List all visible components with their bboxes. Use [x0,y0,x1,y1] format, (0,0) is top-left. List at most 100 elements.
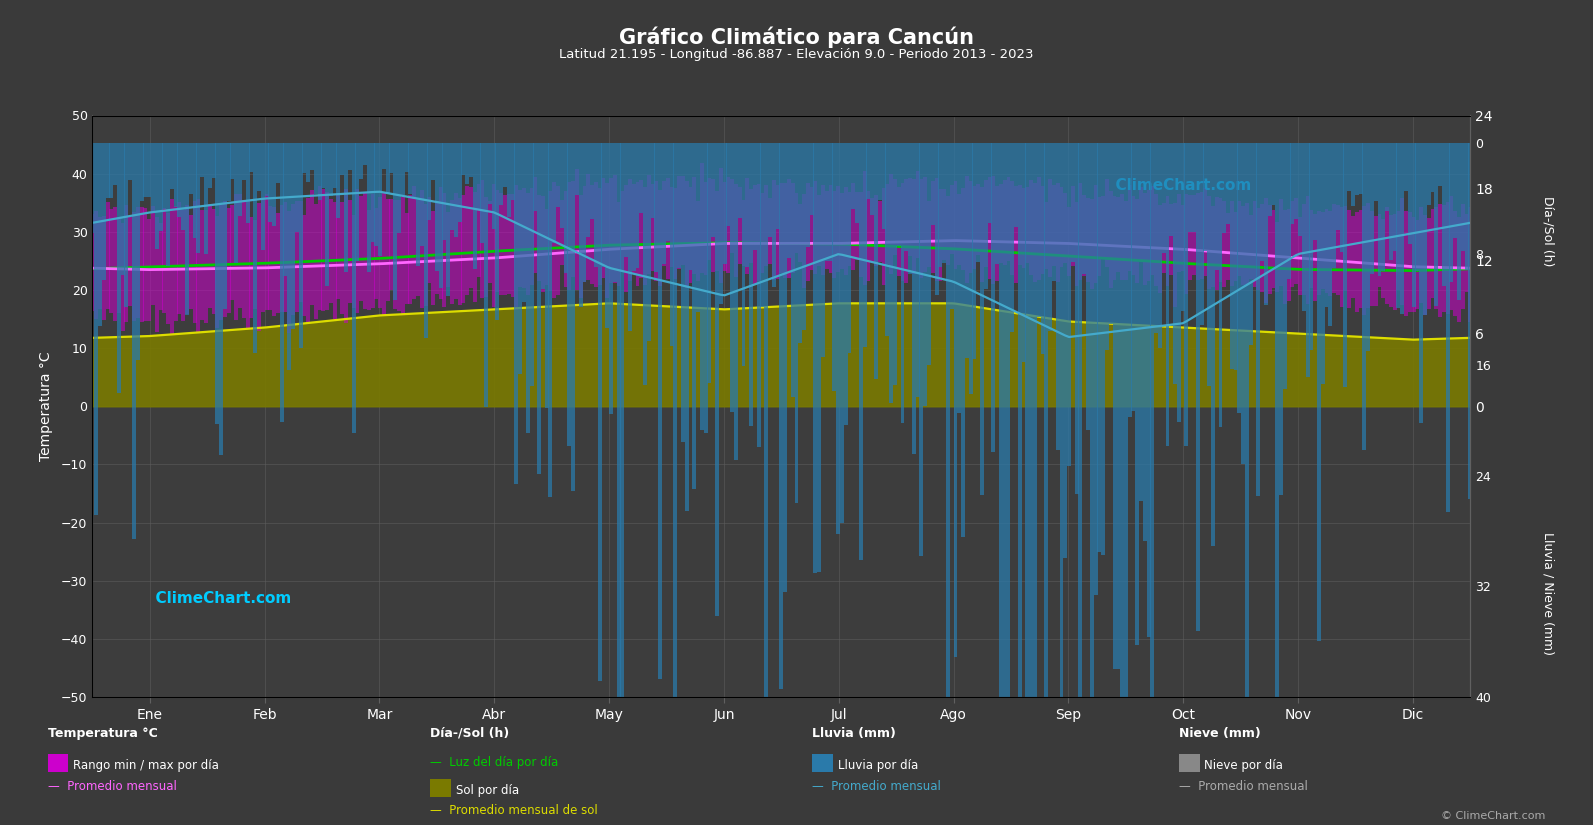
Bar [1131,196,1136,275]
Bar [99,144,102,326]
Bar [1082,196,1086,276]
Bar [564,144,567,273]
Bar [1059,144,1064,825]
Bar [166,144,170,266]
Bar [1078,144,1082,825]
Bar [1260,144,1265,261]
Text: © ClimeChart.com: © ClimeChart.com [1440,811,1545,821]
Bar [624,144,628,257]
Bar [1317,211,1321,295]
Bar [688,187,693,283]
Bar [1109,144,1112,323]
Bar [333,202,336,318]
Bar [999,184,1004,263]
Bar [1317,144,1321,641]
Bar [1166,196,1169,286]
Bar [765,185,768,266]
Bar [276,213,280,313]
Bar [389,199,393,290]
Bar [465,186,470,295]
Bar [753,185,757,284]
Bar [1067,144,1070,466]
Bar [647,175,652,275]
Bar [984,180,988,266]
Bar [322,144,325,187]
Bar [814,181,817,274]
Bar [151,206,155,304]
Bar [121,144,124,276]
Bar [1249,214,1252,279]
Bar [1294,144,1298,219]
Bar [1200,144,1204,325]
Bar [1101,144,1106,555]
Bar [1324,210,1329,294]
Bar [177,144,182,217]
Bar [1222,201,1227,287]
Bar [237,144,242,216]
Bar [1051,144,1056,280]
Bar [264,195,269,310]
Bar [492,184,495,308]
Bar [374,144,378,246]
Bar [386,199,390,301]
Bar [889,174,894,274]
Bar [155,217,159,332]
Bar [1431,144,1434,192]
Bar [938,189,943,281]
Bar [704,144,707,432]
Bar [1370,210,1373,306]
Bar [1461,205,1464,309]
Bar [1238,144,1241,413]
Bar [484,196,487,297]
Bar [965,176,969,283]
Bar [250,217,253,318]
Bar [1354,212,1359,312]
Bar [820,144,825,356]
Bar [840,193,844,269]
Text: Sol por día: Sol por día [456,784,519,797]
Bar [256,144,261,191]
Bar [919,179,924,278]
Bar [1343,144,1348,387]
Bar [935,144,938,295]
Bar [371,144,374,242]
Bar [1367,144,1370,351]
Bar [311,144,314,170]
Bar [499,192,503,295]
Bar [1196,193,1200,280]
Bar [268,206,272,310]
Bar [1078,183,1082,280]
Bar [352,215,355,308]
Bar [559,144,564,229]
Bar [1309,210,1313,288]
Bar [1207,196,1211,289]
Bar [220,205,223,320]
Bar [680,144,685,442]
Bar [1233,213,1238,280]
Bar [1301,204,1306,295]
Bar [1128,185,1131,271]
Bar [421,191,424,308]
Bar [124,144,129,307]
Bar [542,144,545,289]
Bar [534,177,537,273]
Bar [116,144,121,393]
Bar [927,144,930,365]
Bar [1282,144,1287,389]
Bar [245,201,250,328]
Bar [1332,204,1337,293]
Bar [151,144,155,212]
Bar [680,176,685,265]
Text: —  Promedio mensual: — Promedio mensual [1179,780,1308,794]
Bar [613,176,616,283]
Bar [317,186,322,310]
Bar [518,144,523,375]
Bar [1117,144,1120,668]
Bar [693,177,696,274]
Bar [787,144,790,258]
Bar [1279,199,1282,285]
Bar [949,185,954,254]
Bar [341,144,344,176]
Bar [245,144,250,223]
Bar [908,178,913,256]
